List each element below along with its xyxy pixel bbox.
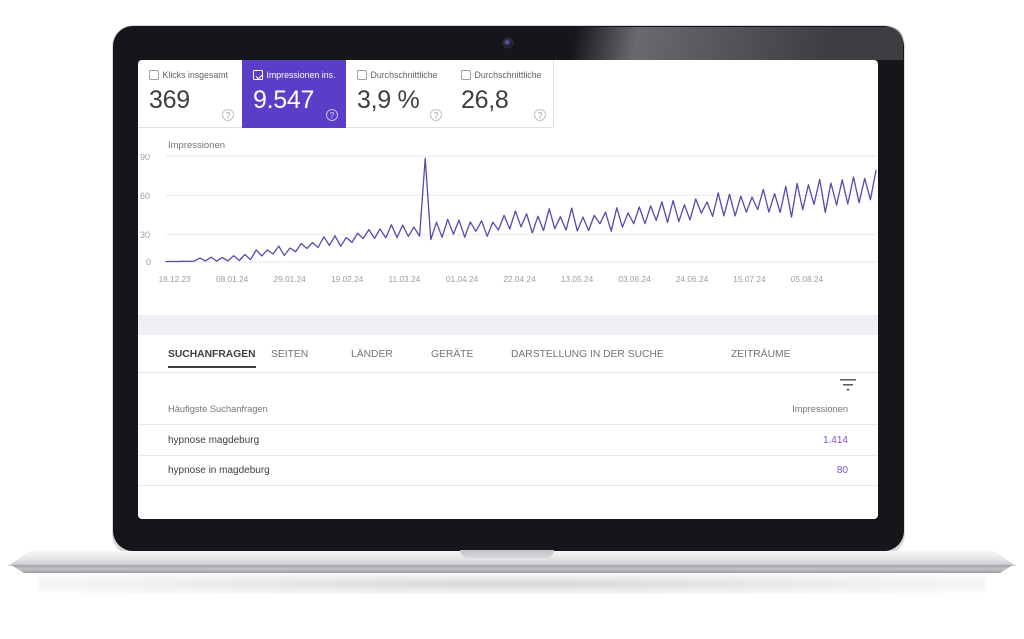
svg-text:60: 60 xyxy=(140,191,150,201)
svg-text:15.07.24: 15.07.24 xyxy=(733,274,766,284)
svg-text:18.12.23: 18.12.23 xyxy=(159,274,192,284)
svg-text:30: 30 xyxy=(140,230,150,240)
svg-text:08.01.24: 08.01.24 xyxy=(216,274,249,284)
svg-text:24.06.24: 24.06.24 xyxy=(676,274,709,284)
svg-text:19.02.24: 19.02.24 xyxy=(331,274,364,284)
svg-text:90: 90 xyxy=(140,154,150,162)
svg-text:01.04.24: 01.04.24 xyxy=(446,274,479,284)
svg-text:22.04.24: 22.04.24 xyxy=(503,274,536,284)
svg-text:0: 0 xyxy=(146,257,151,267)
svg-text:13.05.24: 13.05.24 xyxy=(561,274,594,284)
svg-text:05.08.24: 05.08.24 xyxy=(791,274,824,284)
svg-text:03.06.24: 03.06.24 xyxy=(618,274,651,284)
svg-text:11.03.24: 11.03.24 xyxy=(389,274,421,284)
svg-text:29.01.24: 29.01.24 xyxy=(274,274,307,284)
